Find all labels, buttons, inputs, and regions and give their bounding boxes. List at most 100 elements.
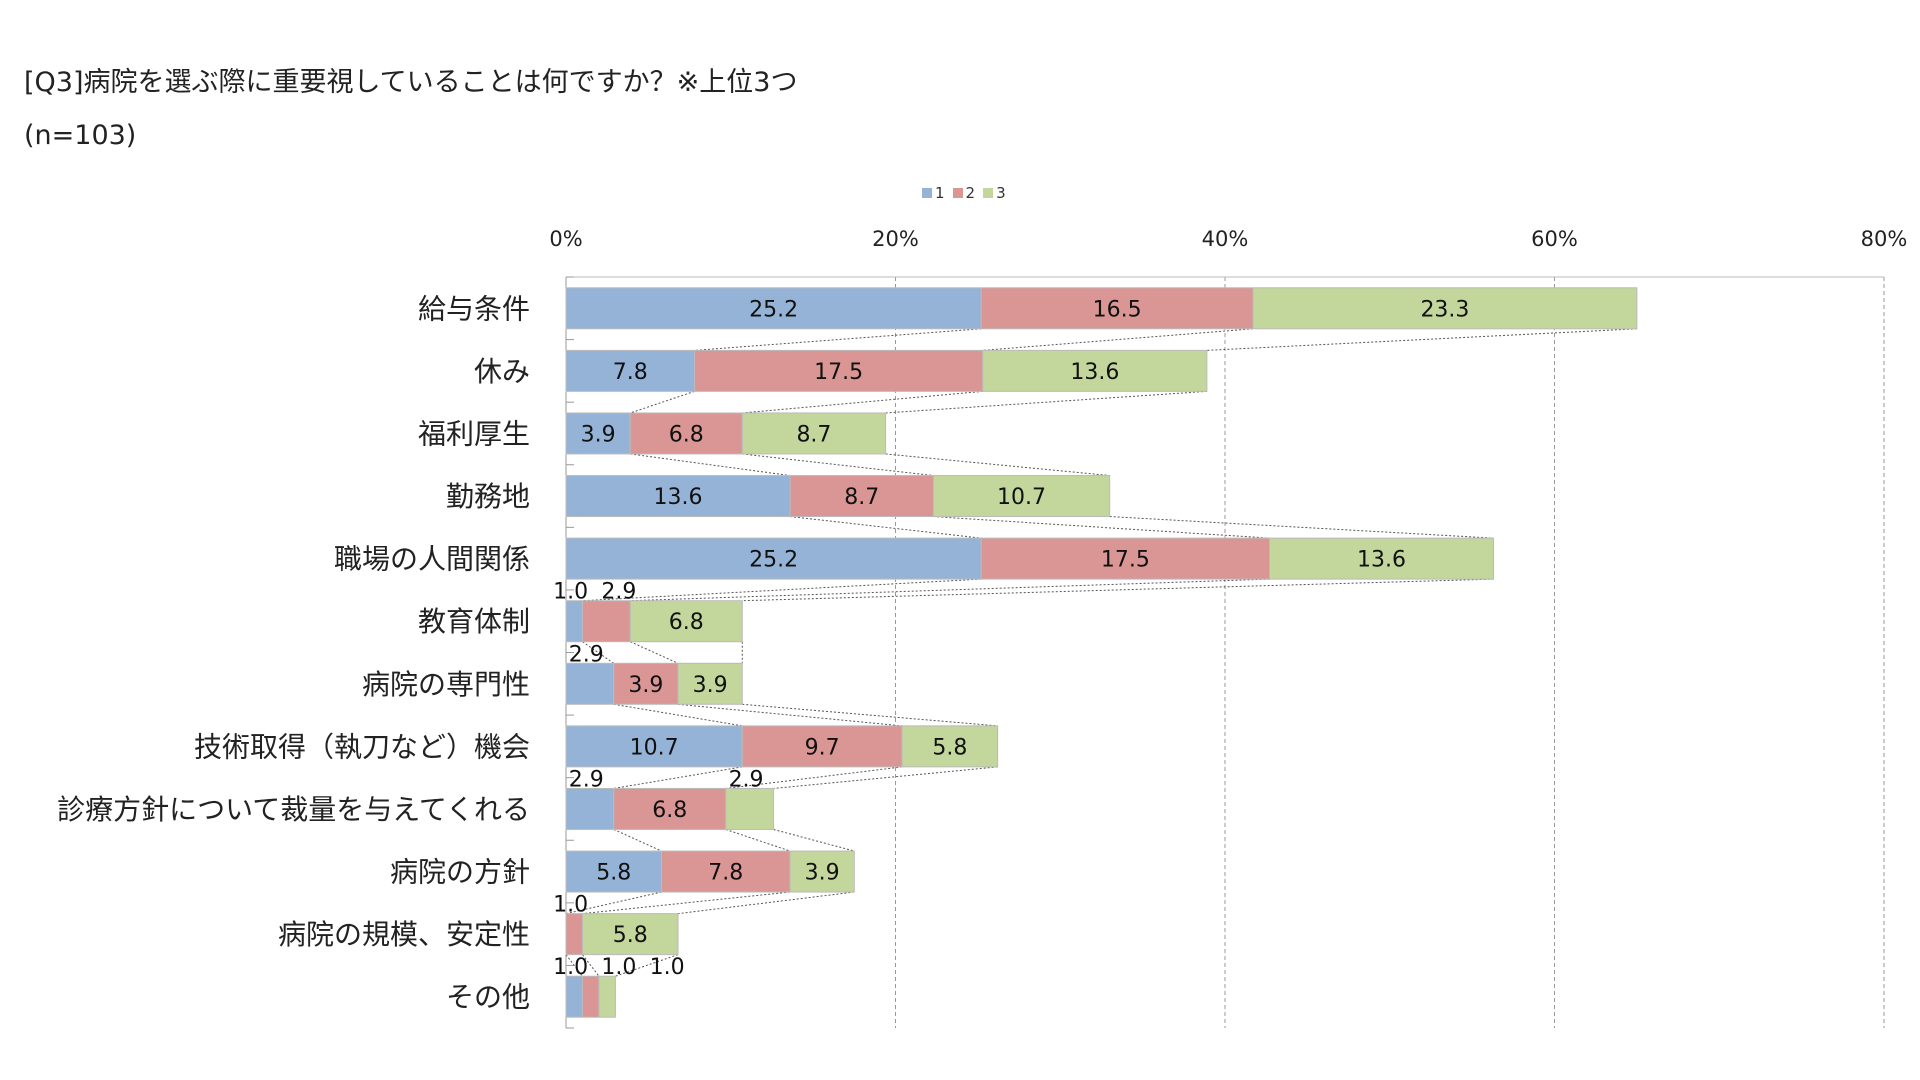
bar-segment-series-3 — [581, 913, 679, 956]
series-line — [742, 390, 983, 414]
data-label: 7.8 — [708, 861, 743, 886]
bar-segment-series-1 — [565, 787, 615, 830]
data-label: 25.2 — [749, 548, 798, 573]
bar-segment-series-3 — [741, 412, 887, 455]
chart-title: [Q3]病院を選ぶ際に重要視していることは何ですか？※上位3つ — [24, 67, 798, 98]
data-label: 1.0 — [650, 955, 685, 980]
category-label: 福利厚生 — [418, 417, 530, 450]
legend-item-3: 3 — [983, 184, 1006, 202]
series-line — [885, 390, 1207, 414]
data-label: 10.7 — [997, 485, 1046, 510]
bar-segment-series-1 — [565, 412, 631, 455]
bar-segment-series-3 — [789, 850, 855, 893]
series-line — [582, 954, 600, 977]
series-line — [742, 703, 998, 727]
data-label: 2.9 — [729, 767, 764, 792]
data-label: 17.5 — [814, 360, 863, 385]
series-line — [630, 453, 791, 477]
data-label: 6.8 — [652, 798, 687, 823]
legend: 1 2 3 — [922, 184, 1006, 202]
data-label: 17.5 — [1101, 548, 1150, 573]
bar-segment-series-2 — [629, 412, 743, 455]
data-label: 2.9 — [569, 642, 604, 667]
series-line — [725, 766, 903, 789]
legend-swatch-3 — [983, 188, 994, 198]
series-line — [565, 891, 662, 915]
series-line — [582, 891, 791, 915]
legend-swatch-1 — [922, 188, 932, 198]
bar-segment-series-1 — [565, 725, 743, 768]
series-line — [613, 703, 743, 727]
series-line — [613, 829, 662, 852]
bar-segment-series-3 — [932, 475, 1111, 518]
data-label: 6.8 — [669, 422, 704, 447]
category-label: 技術取得（執刀など）機会 — [194, 730, 530, 763]
series-line — [725, 828, 791, 852]
series-line — [630, 578, 1270, 602]
data-label: 3.9 — [581, 422, 616, 447]
legend-swatch-2 — [952, 188, 963, 198]
series-line — [630, 390, 695, 414]
data-label: 9.7 — [805, 735, 840, 760]
series-line — [615, 954, 679, 977]
series-line — [773, 766, 998, 789]
bar-segment-series-2 — [980, 537, 1270, 580]
bar-segment-series-3 — [1252, 287, 1638, 330]
category-label: 職場の人間関係 — [334, 543, 530, 576]
bar-segment-series-1 — [565, 662, 615, 705]
category-label: 勤務地 — [446, 480, 530, 513]
bar-segment-series-2 — [565, 913, 583, 956]
data-label: 5.8 — [613, 923, 648, 948]
data-label: 3.9 — [805, 861, 840, 886]
series-line — [565, 954, 583, 977]
x-tick-label: 0% — [549, 227, 582, 251]
bar-segment-series-3 — [982, 349, 1208, 392]
data-label: 7.8 — [613, 360, 648, 385]
bar-segment-series-2 — [980, 287, 1254, 330]
bar-segment-series-1 — [565, 600, 583, 643]
data-label: 13.6 — [1070, 360, 1119, 385]
series-line — [933, 516, 1270, 539]
bar-segment-series-1 — [565, 287, 982, 330]
bar-segment-series-3 — [677, 662, 743, 705]
bar-segment-series-1 — [565, 850, 663, 893]
bar-segment-series-3 — [725, 787, 775, 830]
bar-segment-series-1 — [565, 537, 982, 580]
data-label: 5.8 — [932, 735, 967, 760]
series-line — [742, 578, 1494, 602]
bar-segment-series-3 — [901, 725, 999, 768]
series-line — [677, 703, 903, 727]
x-tick-label: 60% — [1531, 227, 1578, 251]
category-label: 病院の専門性 — [362, 668, 530, 701]
category-label: 教育体制 — [418, 605, 530, 638]
bar-segment-series-3 — [1268, 537, 1495, 580]
series-line — [742, 453, 934, 477]
chart-subtitle: (n=103) — [24, 120, 137, 151]
category-label: 診療方針について裁量を与えてくれる — [57, 793, 530, 826]
data-label: 16.5 — [1093, 297, 1142, 322]
bar-segment-series-2 — [613, 787, 727, 830]
x-tick-label: 20% — [872, 227, 919, 251]
data-label: 6.8 — [669, 610, 704, 635]
legend-label-2: 2 — [965, 184, 976, 202]
bar-segment-series-1 — [565, 475, 791, 518]
bar-segment-series-3 — [598, 975, 616, 1018]
category-label: 休み — [474, 355, 530, 388]
category-label: その他 — [446, 981, 530, 1014]
data-label: 25.2 — [749, 297, 798, 322]
category-label: 病院の方針 — [390, 856, 530, 889]
data-label: 2.9 — [569, 767, 604, 792]
bar-segment-series-2 — [581, 975, 600, 1018]
bar-segment-series-3 — [629, 600, 743, 643]
data-label: 13.6 — [1357, 548, 1406, 573]
series-line — [790, 516, 982, 539]
data-label: 10.7 — [630, 735, 679, 760]
bar-segment-series-2 — [613, 662, 679, 705]
series-line — [630, 641, 679, 664]
legend-label-3: 3 — [996, 184, 1006, 202]
category-label: 病院の規模、安定性 — [278, 918, 530, 951]
series-line — [1206, 328, 1637, 351]
bar-segment-series-2 — [741, 725, 903, 768]
series-line — [613, 766, 743, 789]
